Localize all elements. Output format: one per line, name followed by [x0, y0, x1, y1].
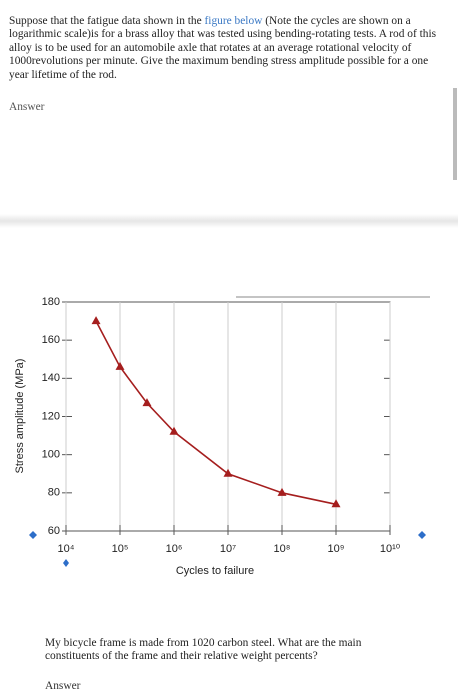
y-tick-label: 180 — [42, 296, 60, 308]
answer-label: Answer — [9, 101, 45, 113]
x-tick-label: 10⁶ — [166, 543, 183, 555]
y-tick-label: 120 — [42, 410, 60, 422]
y-tick-label: 80 — [48, 487, 60, 499]
data-point — [169, 426, 179, 435]
y-tick-label: 140 — [42, 372, 60, 384]
y-tick-label: 160 — [42, 334, 60, 346]
data-point — [223, 468, 233, 477]
question-text: Suppose that the fatigue data shown in t… — [9, 15, 441, 82]
scrollbar — [453, 88, 457, 180]
answer-label: Answer — [45, 680, 81, 692]
data-point — [142, 398, 152, 407]
data-point — [91, 316, 101, 325]
x-tick-label: 10⁷ — [220, 543, 236, 555]
figure-link[interactable]: figure below — [204, 15, 263, 27]
question-text: My bicycle frame is made from 1020 carbo… — [45, 637, 362, 663]
data-line — [95, 320, 337, 506]
y-axis-label: Stress amplitude (MPa) — [14, 359, 26, 474]
text: Suppose that the fatigue data shown in t… — [9, 15, 205, 27]
x-tick-label: 10⁴ — [58, 543, 75, 555]
data-point — [331, 499, 341, 508]
data-point — [115, 361, 125, 370]
y-tick-label: 60 — [48, 525, 60, 537]
x-tick-label: 10⁵ — [112, 543, 129, 555]
x-axis-label: Cycles to failure — [176, 565, 254, 577]
text: (Note the cycles are shown on a logarith… — [9, 15, 437, 81]
divider — [0, 214, 458, 228]
y-tick-label: 100 — [42, 449, 60, 461]
x-tick-label: 10⁸ — [274, 543, 291, 555]
x-tick-label: 10⁹ — [328, 543, 345, 555]
data-point — [277, 487, 287, 496]
x-tick-label: 10¹⁰ — [380, 543, 401, 555]
